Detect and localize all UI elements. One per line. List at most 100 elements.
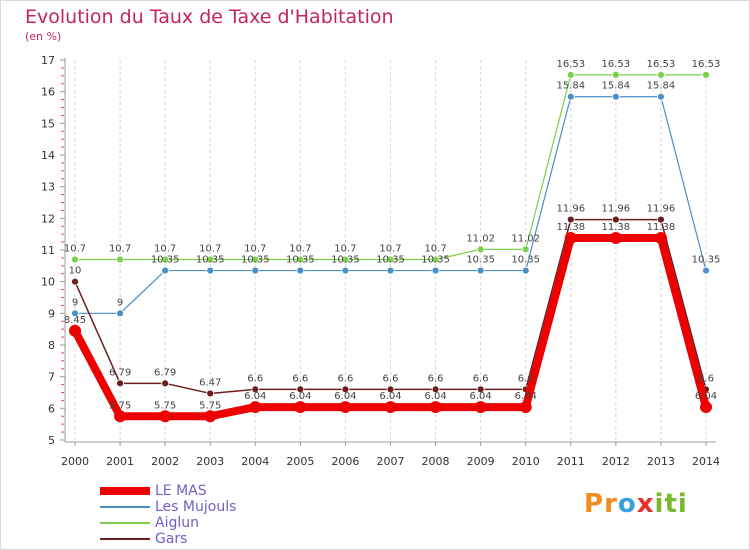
data-label: 5.75 bbox=[154, 400, 176, 411]
data-label: 6.6 bbox=[518, 373, 534, 384]
data-point bbox=[386, 385, 395, 394]
data-point bbox=[116, 309, 124, 318]
y-tick-label: 17 bbox=[41, 54, 55, 67]
legend-swatch-le-mas bbox=[100, 487, 150, 495]
legend-label-le-mas: LE MAS bbox=[155, 483, 207, 499]
data-point bbox=[114, 410, 127, 423]
legend-swatch-aiglun bbox=[100, 522, 150, 524]
data-point bbox=[251, 255, 260, 264]
y-tick-label: 14 bbox=[41, 149, 55, 162]
y-tick-label: 11 bbox=[41, 244, 55, 257]
data-point bbox=[654, 231, 667, 244]
data-point bbox=[386, 255, 395, 264]
data-point bbox=[206, 389, 215, 398]
data-label: 6.04 bbox=[515, 391, 537, 402]
data-point bbox=[341, 385, 350, 394]
data-label: 10.35 bbox=[466, 255, 495, 266]
x-tick-label: 2009 bbox=[467, 455, 495, 468]
data-point bbox=[71, 277, 79, 286]
logo-letter: P bbox=[584, 489, 605, 519]
logo-letter: i bbox=[677, 489, 688, 519]
logo-letter: o bbox=[617, 489, 637, 519]
legend-swatch-gars bbox=[100, 538, 150, 540]
data-label: 11.96 bbox=[556, 204, 585, 215]
x-tick-label: 2012 bbox=[602, 455, 630, 468]
data-label: 10.7 bbox=[424, 244, 446, 255]
data-label: 6.04 bbox=[244, 391, 266, 402]
data-label: 11.02 bbox=[466, 233, 495, 244]
x-tick-label: 2007 bbox=[377, 455, 405, 468]
data-label: 16.53 bbox=[602, 59, 631, 70]
legend-label-gars: Gars bbox=[155, 531, 188, 547]
chart-title: Evolution du Taux de Taxe d'Habitation bbox=[25, 6, 394, 28]
data-label: 10.35 bbox=[151, 255, 180, 266]
data-point bbox=[384, 401, 397, 414]
data-label: 6.04 bbox=[334, 391, 356, 402]
x-tick-label: 2003 bbox=[196, 455, 224, 468]
x-tick-label: 2002 bbox=[151, 455, 179, 468]
data-point bbox=[431, 266, 440, 275]
data-label: 11.96 bbox=[602, 204, 631, 215]
data-label: 6.79 bbox=[109, 367, 131, 378]
data-label: 15.84 bbox=[556, 81, 585, 92]
data-label: 6.6 bbox=[428, 373, 444, 384]
data-label: 10 bbox=[69, 266, 82, 277]
data-label: 11.02 bbox=[511, 233, 540, 244]
data-label: 6.04 bbox=[379, 391, 401, 402]
data-label: 10.35 bbox=[241, 255, 270, 266]
data-point bbox=[69, 324, 81, 337]
data-point bbox=[294, 401, 307, 414]
y-tick-label: 15 bbox=[41, 117, 55, 130]
x-tick-label: 2013 bbox=[647, 455, 675, 468]
data-point bbox=[116, 379, 124, 388]
data-label: 5.75 bbox=[109, 400, 131, 411]
data-label: 6.04 bbox=[424, 391, 446, 402]
data-label: 9 bbox=[117, 297, 123, 308]
data-point bbox=[386, 266, 395, 275]
data-label: 10.35 bbox=[331, 255, 360, 266]
y-tick-label: 9 bbox=[48, 307, 55, 320]
logo-letter: r bbox=[604, 489, 618, 519]
data-label: 6.6 bbox=[698, 373, 714, 384]
y-tick-label: 13 bbox=[41, 181, 55, 194]
data-label: 6.6 bbox=[383, 373, 399, 384]
legend-label-aiglun: Aiglun bbox=[155, 515, 199, 531]
data-point bbox=[161, 379, 170, 388]
logo-letter: i bbox=[654, 489, 665, 519]
data-point bbox=[159, 410, 172, 423]
x-tick-label: 2000 bbox=[61, 455, 89, 468]
data-label: 10.7 bbox=[109, 244, 131, 255]
data-point bbox=[341, 255, 350, 264]
data-label: 16.53 bbox=[692, 59, 721, 70]
data-point bbox=[609, 231, 622, 244]
data-label: 10.35 bbox=[196, 255, 225, 266]
y-tick-label: 6 bbox=[48, 402, 55, 415]
data-label: 10.35 bbox=[376, 255, 405, 266]
data-label: 5.75 bbox=[199, 400, 221, 411]
logo-letter: x bbox=[636, 489, 655, 519]
data-point bbox=[206, 255, 215, 264]
data-point bbox=[519, 401, 532, 414]
data-point bbox=[71, 309, 79, 318]
data-point bbox=[296, 255, 305, 264]
data-label: 10.7 bbox=[379, 244, 401, 255]
data-label: 10.7 bbox=[334, 244, 356, 255]
data-label: 6.04 bbox=[695, 391, 717, 402]
data-label: 10.35 bbox=[286, 255, 315, 266]
data-label: 10.7 bbox=[199, 244, 221, 255]
data-label: 11.38 bbox=[647, 222, 676, 233]
data-label: 10.35 bbox=[421, 255, 450, 266]
data-label: 10.35 bbox=[692, 255, 721, 266]
x-tick-label: 2008 bbox=[422, 455, 450, 468]
legend-label-les-mujouls: Les Mujouls bbox=[155, 499, 237, 515]
data-point bbox=[700, 401, 712, 414]
data-point bbox=[341, 266, 350, 275]
data-label: 11.38 bbox=[602, 222, 631, 233]
proxiti-logo: Proxiti bbox=[584, 489, 688, 519]
data-label: 6.6 bbox=[337, 373, 353, 384]
logo-letter: t bbox=[664, 489, 678, 519]
data-point bbox=[116, 255, 124, 264]
x-tick-label: 2004 bbox=[241, 455, 269, 468]
data-point bbox=[521, 245, 530, 254]
x-tick-label: 2011 bbox=[557, 455, 585, 468]
